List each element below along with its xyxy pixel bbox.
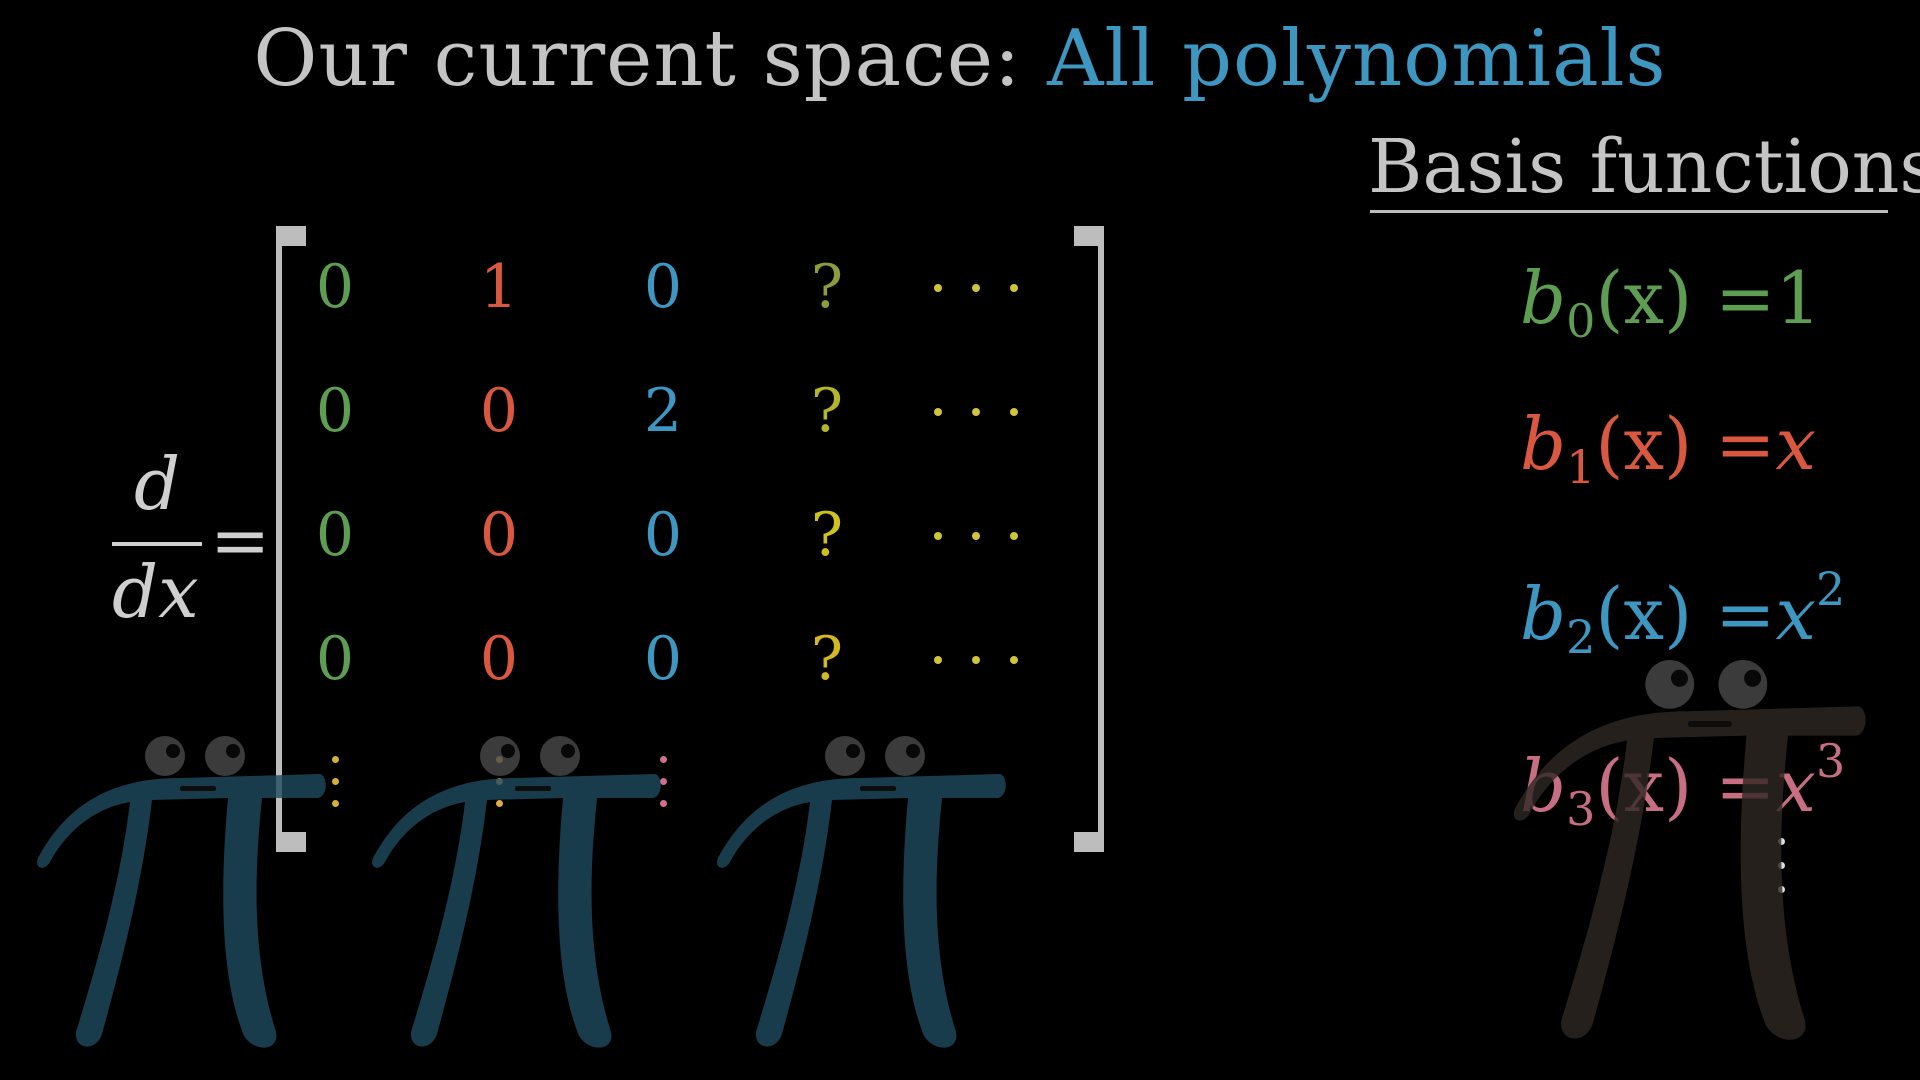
basis-function-1: b1(x) =x xyxy=(1520,392,1816,494)
pi-creature-3 xyxy=(1478,660,1898,1050)
matrix-cell-r1-c1: 0 xyxy=(479,376,519,446)
basis-fn-arg: (x) xyxy=(1595,256,1693,340)
derivative-denominator: dx xyxy=(112,550,199,634)
matrix-col-2-vdots xyxy=(660,756,668,816)
matrix-cell-r1-c0: 0 xyxy=(315,376,355,446)
basis-fn-rhs: x xyxy=(1775,572,1816,656)
derivative-numerator: d xyxy=(134,442,181,526)
basis-fn-index: 1 xyxy=(1566,440,1596,494)
title-prefix: Our current space: xyxy=(253,14,1022,104)
matrix-row-1-hdots xyxy=(934,408,1024,418)
matrix-cell-r2-c3: ? xyxy=(810,500,844,570)
derivative-operator: d dx = xyxy=(104,442,274,642)
matrix-cell-r0-c2: 0 xyxy=(643,252,683,322)
basis-fn-equals: = xyxy=(1715,572,1776,656)
matrix-cell-r0-c3: ? xyxy=(810,252,844,322)
basis-fn-rhs: 1 xyxy=(1775,256,1822,340)
basis-function-0: b0(x) =1 xyxy=(1520,246,1821,348)
basis-fn-index: 0 xyxy=(1566,294,1596,348)
matrix-cell-r3-c0: 0 xyxy=(315,624,355,694)
basis-fn-name: b xyxy=(1520,402,1567,486)
matrix-cell-r2-c1: 0 xyxy=(479,500,519,570)
basis-fn-index: 3 xyxy=(1566,782,1596,836)
matrix-row-3-hdots xyxy=(934,656,1024,666)
matrix-cell-r0-c0: 0 xyxy=(315,252,355,322)
basis-functions-heading: Basis functions xyxy=(1368,124,1920,210)
operator-equals: = xyxy=(210,498,271,582)
matrix-cell-r3-c1: 0 xyxy=(479,624,519,694)
matrix-col-0-vdots xyxy=(332,756,340,816)
pi-creature-0 xyxy=(30,736,330,1056)
matrix-right-bracket xyxy=(1070,226,1104,852)
pi-creature-2 xyxy=(700,736,1020,1056)
matrix-left-bracket xyxy=(276,226,310,852)
pi-creature-1 xyxy=(365,736,665,1056)
matrix-cell-r3-c3: ? xyxy=(810,624,844,694)
basis-fn-index: 2 xyxy=(1566,610,1596,664)
matrix-cell-r2-c2: 0 xyxy=(643,500,683,570)
matrix-cell-r1-c2: 2 xyxy=(643,376,683,446)
basis-fn-name: b xyxy=(1520,256,1567,340)
basis-heading-underline xyxy=(1370,210,1888,213)
fraction-bar xyxy=(112,542,202,546)
basis-fn-equals: = xyxy=(1715,256,1776,340)
matrix-row-0-hdots xyxy=(934,284,1024,294)
title-space-name: All polynomials xyxy=(1047,14,1667,104)
matrix-cell-r1-c3: ? xyxy=(810,376,844,446)
scene-title: Our current space: All polynomials xyxy=(0,14,1920,104)
matrix-cell-r2-c0: 0 xyxy=(315,500,355,570)
basis-fn-name: b xyxy=(1520,572,1567,656)
basis-function-2: b2(x) =x2 xyxy=(1520,562,1845,664)
basis-fn-arg: (x) xyxy=(1595,572,1693,656)
basis-fn-rhs: x xyxy=(1775,402,1816,486)
basis-fn-equals: = xyxy=(1715,402,1776,486)
basis-fn-exponent: 2 xyxy=(1816,562,1846,616)
matrix-row-2-hdots xyxy=(934,532,1024,542)
basis-fn-exponent: 3 xyxy=(1816,734,1846,788)
basis-fn-arg: (x) xyxy=(1595,402,1693,486)
matrix-cell-r0-c1: 1 xyxy=(479,252,519,322)
matrix-cell-r3-c2: 0 xyxy=(643,624,683,694)
